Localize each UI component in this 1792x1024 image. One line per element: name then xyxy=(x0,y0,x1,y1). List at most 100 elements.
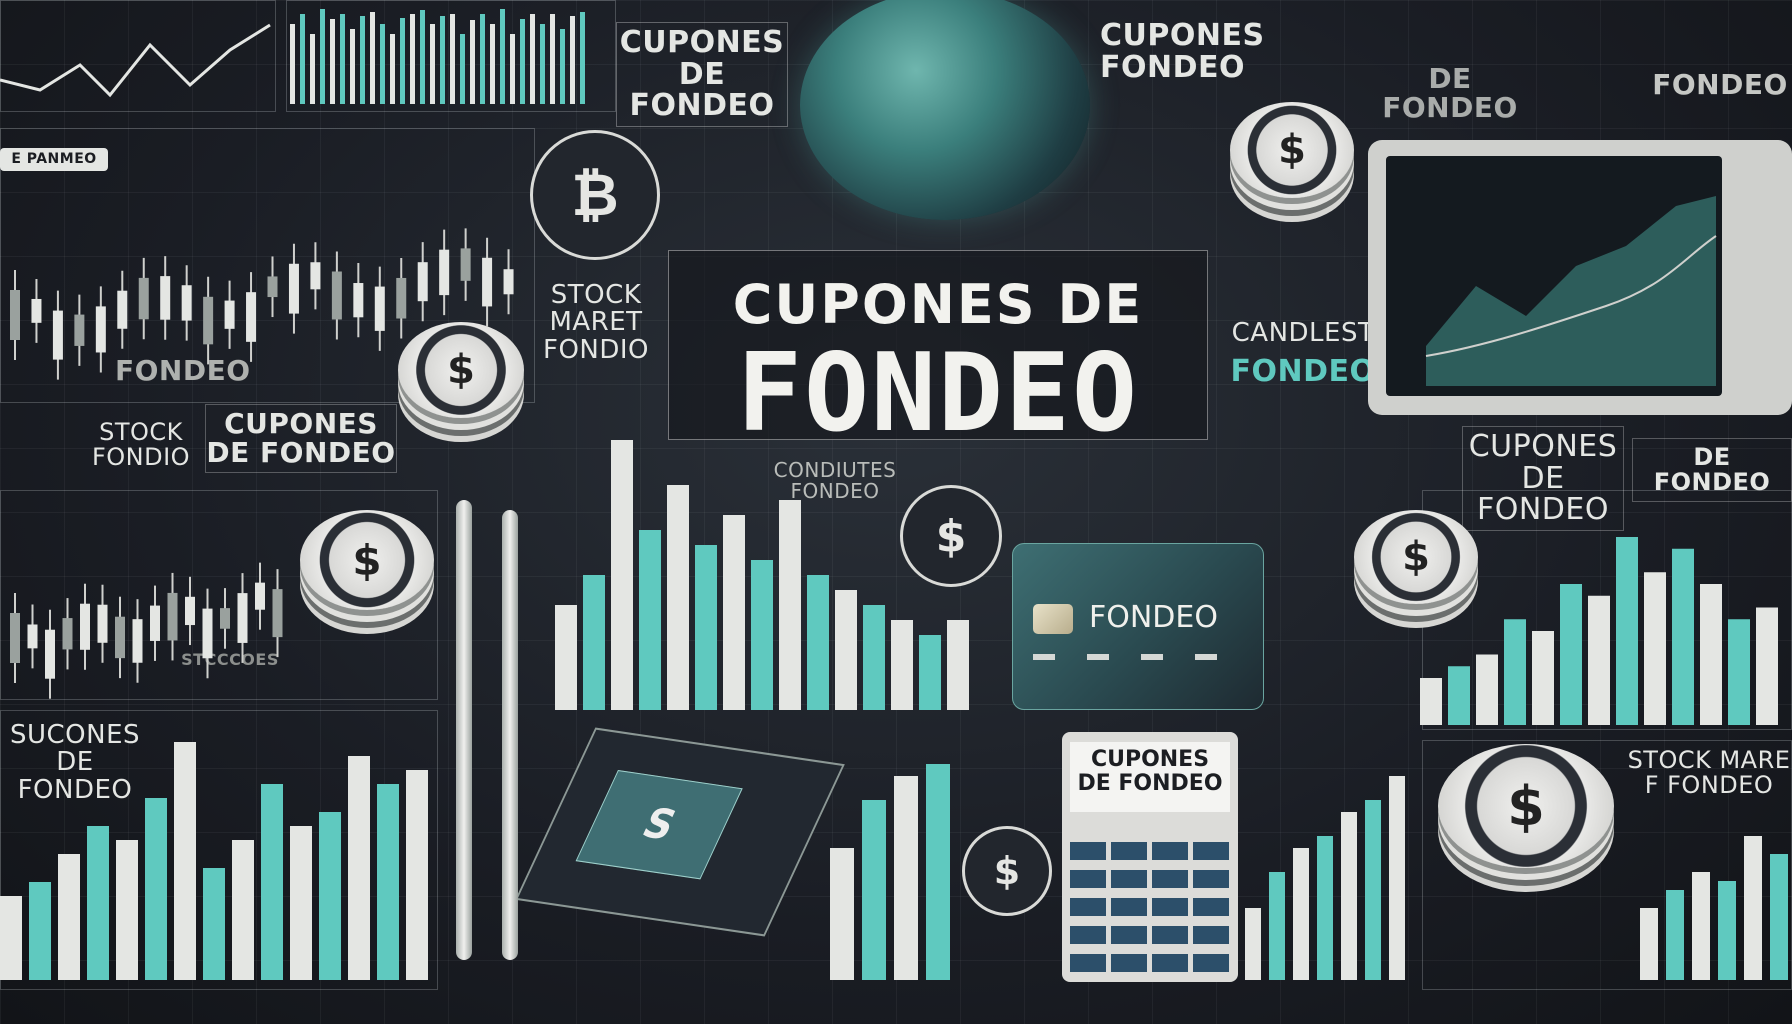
candle xyxy=(396,277,407,319)
dollar-sign: $ xyxy=(1278,127,1306,173)
dollar-chip-icon: $ xyxy=(300,510,434,610)
calculator-title: CUPONES DE FONDEO xyxy=(1070,742,1230,812)
bar xyxy=(667,485,689,710)
hero-title-line2: FONDEO xyxy=(736,331,1140,456)
candle xyxy=(331,271,342,320)
bar xyxy=(377,784,399,980)
bar xyxy=(440,16,445,104)
bar xyxy=(380,24,385,104)
credit-card: FONDEO xyxy=(1012,543,1264,710)
candle xyxy=(237,593,248,643)
label-sucones-de-fondeo: SUCONES DE FONDEO xyxy=(9,720,141,805)
candle xyxy=(97,604,108,643)
label-stock-maret-fondio: STOCK MARET FONDIO xyxy=(542,280,650,365)
candle xyxy=(117,290,128,329)
hero-title-box: CUPONES DE FONDEO xyxy=(668,250,1208,456)
candle xyxy=(52,310,63,360)
bar xyxy=(919,635,941,710)
monitor-screen xyxy=(1386,156,1722,396)
candle xyxy=(374,286,385,331)
bar xyxy=(420,10,425,104)
bar xyxy=(320,9,325,104)
bar xyxy=(1293,848,1309,980)
label-candlest-fondeo: FONDEO xyxy=(1230,354,1376,389)
bar xyxy=(1341,812,1357,980)
bar xyxy=(695,545,717,710)
bar xyxy=(340,14,345,104)
bar xyxy=(1448,666,1470,725)
bar xyxy=(145,798,167,980)
label-candlest: CANDLEST xyxy=(1231,318,1375,348)
bar xyxy=(520,19,525,104)
label-panmeo: E PANMEO xyxy=(0,148,108,171)
bar xyxy=(779,500,801,710)
bar xyxy=(410,14,415,104)
panel-left-candles-2 xyxy=(0,490,438,700)
bar xyxy=(583,575,605,710)
bar-chart-center xyxy=(555,440,969,710)
dollar-chip-icon: $ xyxy=(1354,510,1478,604)
candle xyxy=(482,257,493,307)
bar xyxy=(261,784,283,980)
candle xyxy=(10,613,20,663)
bar xyxy=(550,14,555,104)
bar xyxy=(891,620,913,710)
candle xyxy=(115,616,125,659)
card-chip-icon xyxy=(1033,604,1073,634)
bar xyxy=(1666,890,1684,980)
label-top-cupones: CUPONES DE FONDEO xyxy=(616,22,788,127)
bar xyxy=(58,854,80,980)
bar xyxy=(203,868,225,980)
candle xyxy=(138,277,149,320)
bar xyxy=(1692,872,1710,980)
bar xyxy=(360,16,365,104)
candle xyxy=(202,608,213,659)
bar xyxy=(430,24,435,104)
bar xyxy=(1756,607,1778,725)
label-top-cupones-fondeo: CUPONES FONDEO xyxy=(1100,18,1265,85)
bar xyxy=(1389,776,1405,980)
bar xyxy=(290,24,295,104)
bar-chart-right xyxy=(1420,537,1778,725)
panel-left-candles xyxy=(0,128,535,403)
candle xyxy=(132,619,143,663)
bar xyxy=(400,18,405,104)
candle xyxy=(417,262,428,302)
bar xyxy=(560,29,565,104)
candle xyxy=(27,624,38,649)
bar xyxy=(330,19,335,104)
candle xyxy=(503,269,514,295)
bar xyxy=(480,14,485,104)
bar xyxy=(350,29,355,104)
bar xyxy=(1317,836,1333,980)
candle xyxy=(288,263,299,314)
dollar-chip-icon: $ xyxy=(398,322,524,418)
pen-icon xyxy=(502,510,518,960)
bar xyxy=(1532,631,1554,725)
bar xyxy=(835,590,857,710)
bar xyxy=(510,34,515,104)
candle xyxy=(31,298,42,323)
globe-icon xyxy=(800,0,1090,220)
dollar-sign: $ xyxy=(1402,534,1430,580)
candle xyxy=(10,290,20,340)
label-stock-fondio: STOCK FONDIO xyxy=(91,418,191,472)
bar xyxy=(1269,872,1285,980)
bar-chart-small-center xyxy=(830,764,950,980)
candle xyxy=(167,592,178,641)
bar xyxy=(1728,619,1750,725)
bar xyxy=(319,812,341,980)
candle xyxy=(439,249,450,296)
dollar-coin-icon: $ xyxy=(900,485,1002,587)
tablet-logo: S xyxy=(575,769,743,880)
bar xyxy=(29,882,51,980)
bar xyxy=(1644,572,1666,725)
bar xyxy=(1640,908,1658,980)
bar xyxy=(540,24,545,104)
label-fondeo-top-right: FONDEO xyxy=(1652,68,1788,101)
candle xyxy=(246,292,257,342)
label-condiutes-fondeo: CONDIUTES FONDEO xyxy=(773,458,897,503)
bar xyxy=(894,776,918,980)
dollar-chip-icon: $ xyxy=(1438,744,1614,868)
bar xyxy=(639,530,661,710)
